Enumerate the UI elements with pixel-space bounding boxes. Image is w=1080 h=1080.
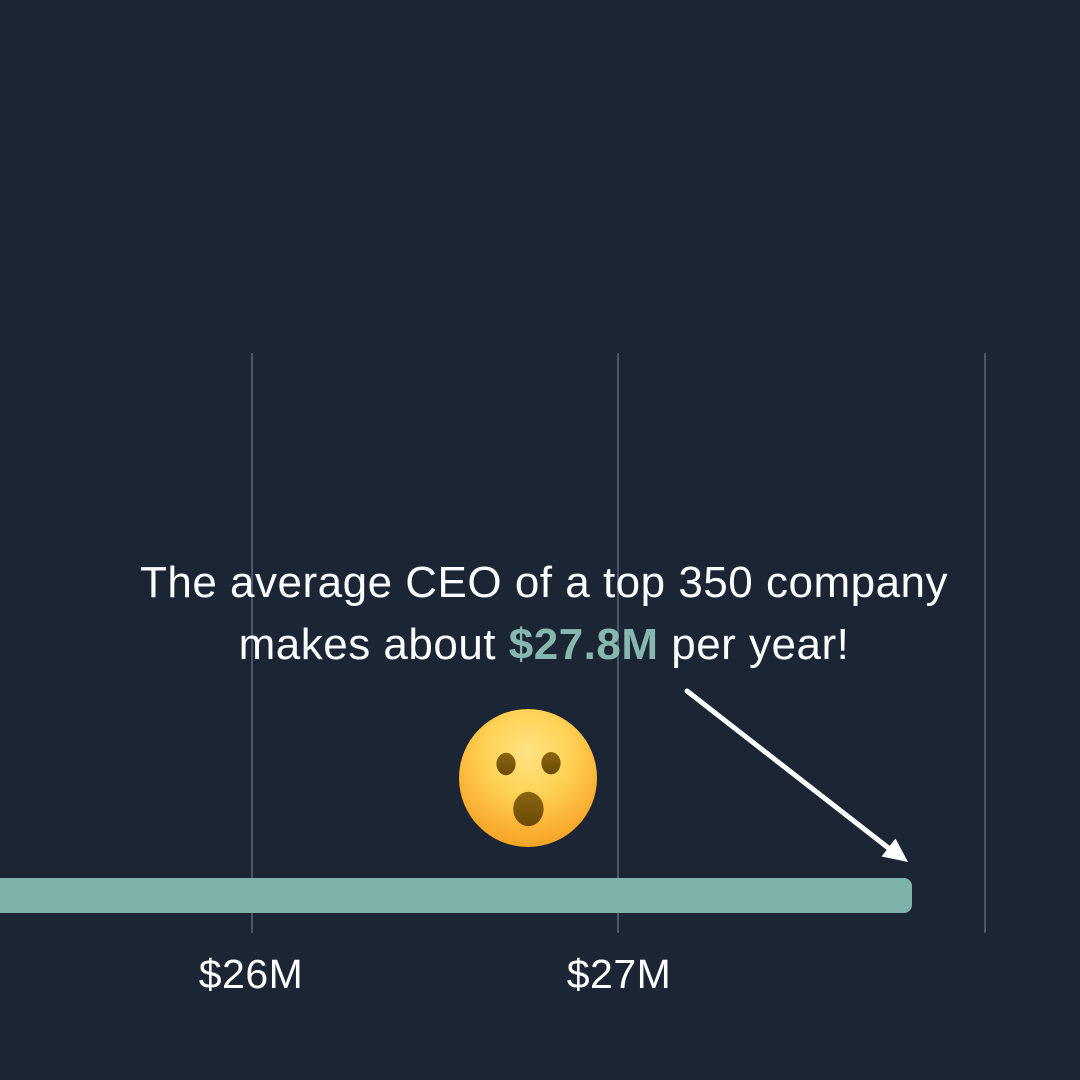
gridline-26m (251, 353, 253, 933)
annotation-line2-suffix: per year! (658, 620, 850, 669)
ceo-pay-bar (0, 878, 912, 913)
x-tick-label-27m: $27M (566, 951, 672, 997)
annotation-line1: The average CEO of a top 350 company (139, 558, 949, 607)
face-with-open-mouth-emoji-icon (459, 709, 597, 847)
x-tick-label-26m: $26M (198, 951, 304, 997)
annotation-text: The average CEO of a top 350 company mak… (4, 552, 1080, 676)
annotation-line2-prefix: makes about (238, 620, 509, 669)
gridline-28m (984, 353, 986, 933)
gridline-27m (617, 353, 619, 933)
pay-value-highlight: $27.8M (508, 620, 659, 669)
